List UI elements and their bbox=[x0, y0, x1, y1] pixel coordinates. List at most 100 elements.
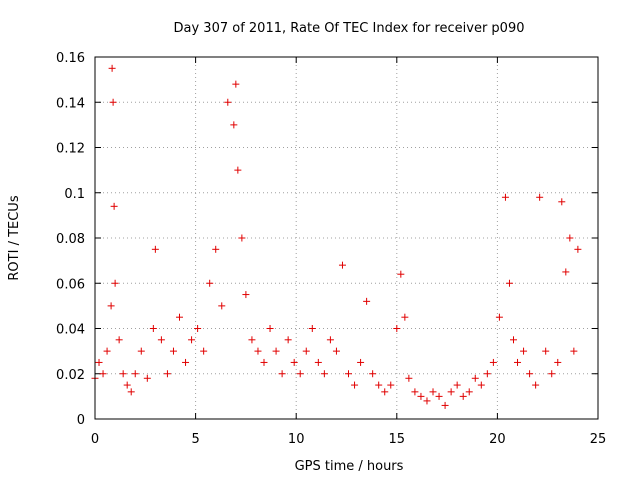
data-point bbox=[532, 381, 540, 389]
axis-ticks: 0 5 10 15 20 25 0 0.02 0.04 0.06 0.08 0.1 0.12 0.14 0.… bbox=[56, 51, 606, 447]
data-point bbox=[272, 347, 280, 355]
data-point bbox=[401, 313, 409, 321]
data-point bbox=[417, 392, 425, 400]
data-point bbox=[381, 388, 389, 396]
data-point bbox=[314, 358, 322, 366]
data-point bbox=[351, 381, 359, 389]
y-tick-label: 0.06 bbox=[56, 277, 85, 292]
y-tick-label: 0.08 bbox=[56, 232, 85, 247]
data-point bbox=[176, 313, 184, 321]
data-point bbox=[212, 245, 220, 253]
x-axis-label: GPS time / hours bbox=[295, 459, 404, 474]
data-points bbox=[91, 64, 582, 409]
data-point bbox=[266, 325, 274, 332]
data-point bbox=[115, 336, 123, 344]
data-point bbox=[290, 358, 298, 366]
x-tick-label: 5 bbox=[191, 432, 199, 447]
data-point bbox=[423, 397, 431, 405]
data-point bbox=[459, 392, 467, 400]
data-point bbox=[453, 381, 461, 389]
data-point bbox=[520, 347, 528, 355]
data-point bbox=[345, 370, 353, 378]
data-point bbox=[232, 80, 240, 88]
data-point bbox=[194, 325, 202, 332]
data-point bbox=[95, 358, 103, 366]
data-point bbox=[127, 388, 135, 396]
data-point bbox=[278, 370, 286, 378]
data-point bbox=[110, 202, 118, 210]
y-tick-label: 0.04 bbox=[56, 323, 85, 338]
data-point bbox=[548, 370, 556, 378]
data-point bbox=[441, 401, 449, 409]
data-point bbox=[570, 347, 578, 355]
data-point bbox=[320, 370, 328, 378]
data-point bbox=[296, 370, 304, 378]
data-point bbox=[218, 302, 226, 310]
data-point bbox=[435, 392, 443, 400]
y-tick-label: 0.12 bbox=[56, 142, 85, 157]
data-point bbox=[363, 297, 371, 305]
data-point bbox=[107, 302, 115, 310]
data-point bbox=[131, 370, 139, 378]
data-point bbox=[308, 325, 316, 332]
data-point bbox=[566, 234, 574, 242]
data-point bbox=[234, 166, 242, 174]
y-tick-label: 0 bbox=[77, 413, 85, 428]
data-point bbox=[411, 388, 419, 396]
data-point bbox=[495, 313, 503, 321]
data-point bbox=[387, 381, 395, 389]
data-point bbox=[188, 336, 196, 344]
data-point bbox=[375, 381, 383, 389]
data-point bbox=[357, 358, 365, 366]
data-point bbox=[143, 374, 151, 382]
x-tick-label: 20 bbox=[489, 432, 506, 447]
data-point bbox=[123, 381, 131, 389]
plot-frame bbox=[94, 56, 599, 420]
data-point bbox=[149, 325, 157, 332]
x-tick-label: 0 bbox=[91, 432, 99, 447]
data-point bbox=[514, 358, 522, 366]
data-point bbox=[99, 370, 107, 378]
data-point bbox=[242, 291, 250, 299]
data-point bbox=[397, 270, 405, 278]
data-point bbox=[137, 347, 145, 355]
data-point bbox=[230, 121, 238, 129]
data-point bbox=[326, 336, 334, 344]
chart-title: Day 307 of 2011, Rate Of TEC Index for r… bbox=[174, 21, 525, 36]
y-axis-label: ROTI / TECUs bbox=[7, 195, 22, 280]
data-point bbox=[108, 64, 116, 72]
data-point bbox=[501, 193, 509, 201]
data-point bbox=[429, 388, 437, 396]
data-point bbox=[119, 370, 127, 378]
data-point bbox=[238, 234, 246, 242]
data-point bbox=[505, 279, 513, 287]
grid bbox=[95, 57, 598, 419]
data-point bbox=[248, 336, 256, 344]
data-point bbox=[477, 381, 485, 389]
data-point bbox=[109, 98, 117, 106]
y-tick-label: 0.14 bbox=[56, 96, 85, 111]
data-point bbox=[260, 358, 268, 366]
data-point bbox=[554, 358, 562, 366]
data-point bbox=[465, 388, 473, 396]
data-point bbox=[574, 245, 582, 253]
data-point bbox=[393, 325, 401, 332]
data-point bbox=[224, 98, 232, 106]
data-point bbox=[558, 198, 566, 206]
y-tick-label: 0.16 bbox=[56, 51, 85, 66]
y-tick-label: 0.02 bbox=[56, 368, 85, 383]
data-point bbox=[471, 374, 479, 382]
data-point bbox=[163, 370, 171, 378]
data-point bbox=[369, 370, 377, 378]
data-point bbox=[200, 347, 208, 355]
data-point bbox=[169, 347, 177, 355]
data-point bbox=[483, 370, 491, 378]
data-point bbox=[562, 268, 570, 276]
data-point bbox=[509, 336, 517, 344]
data-point bbox=[405, 374, 413, 382]
y-tick-label: 0.1 bbox=[64, 187, 85, 202]
data-point bbox=[254, 347, 262, 355]
data-point bbox=[182, 358, 190, 366]
data-point bbox=[542, 347, 550, 355]
